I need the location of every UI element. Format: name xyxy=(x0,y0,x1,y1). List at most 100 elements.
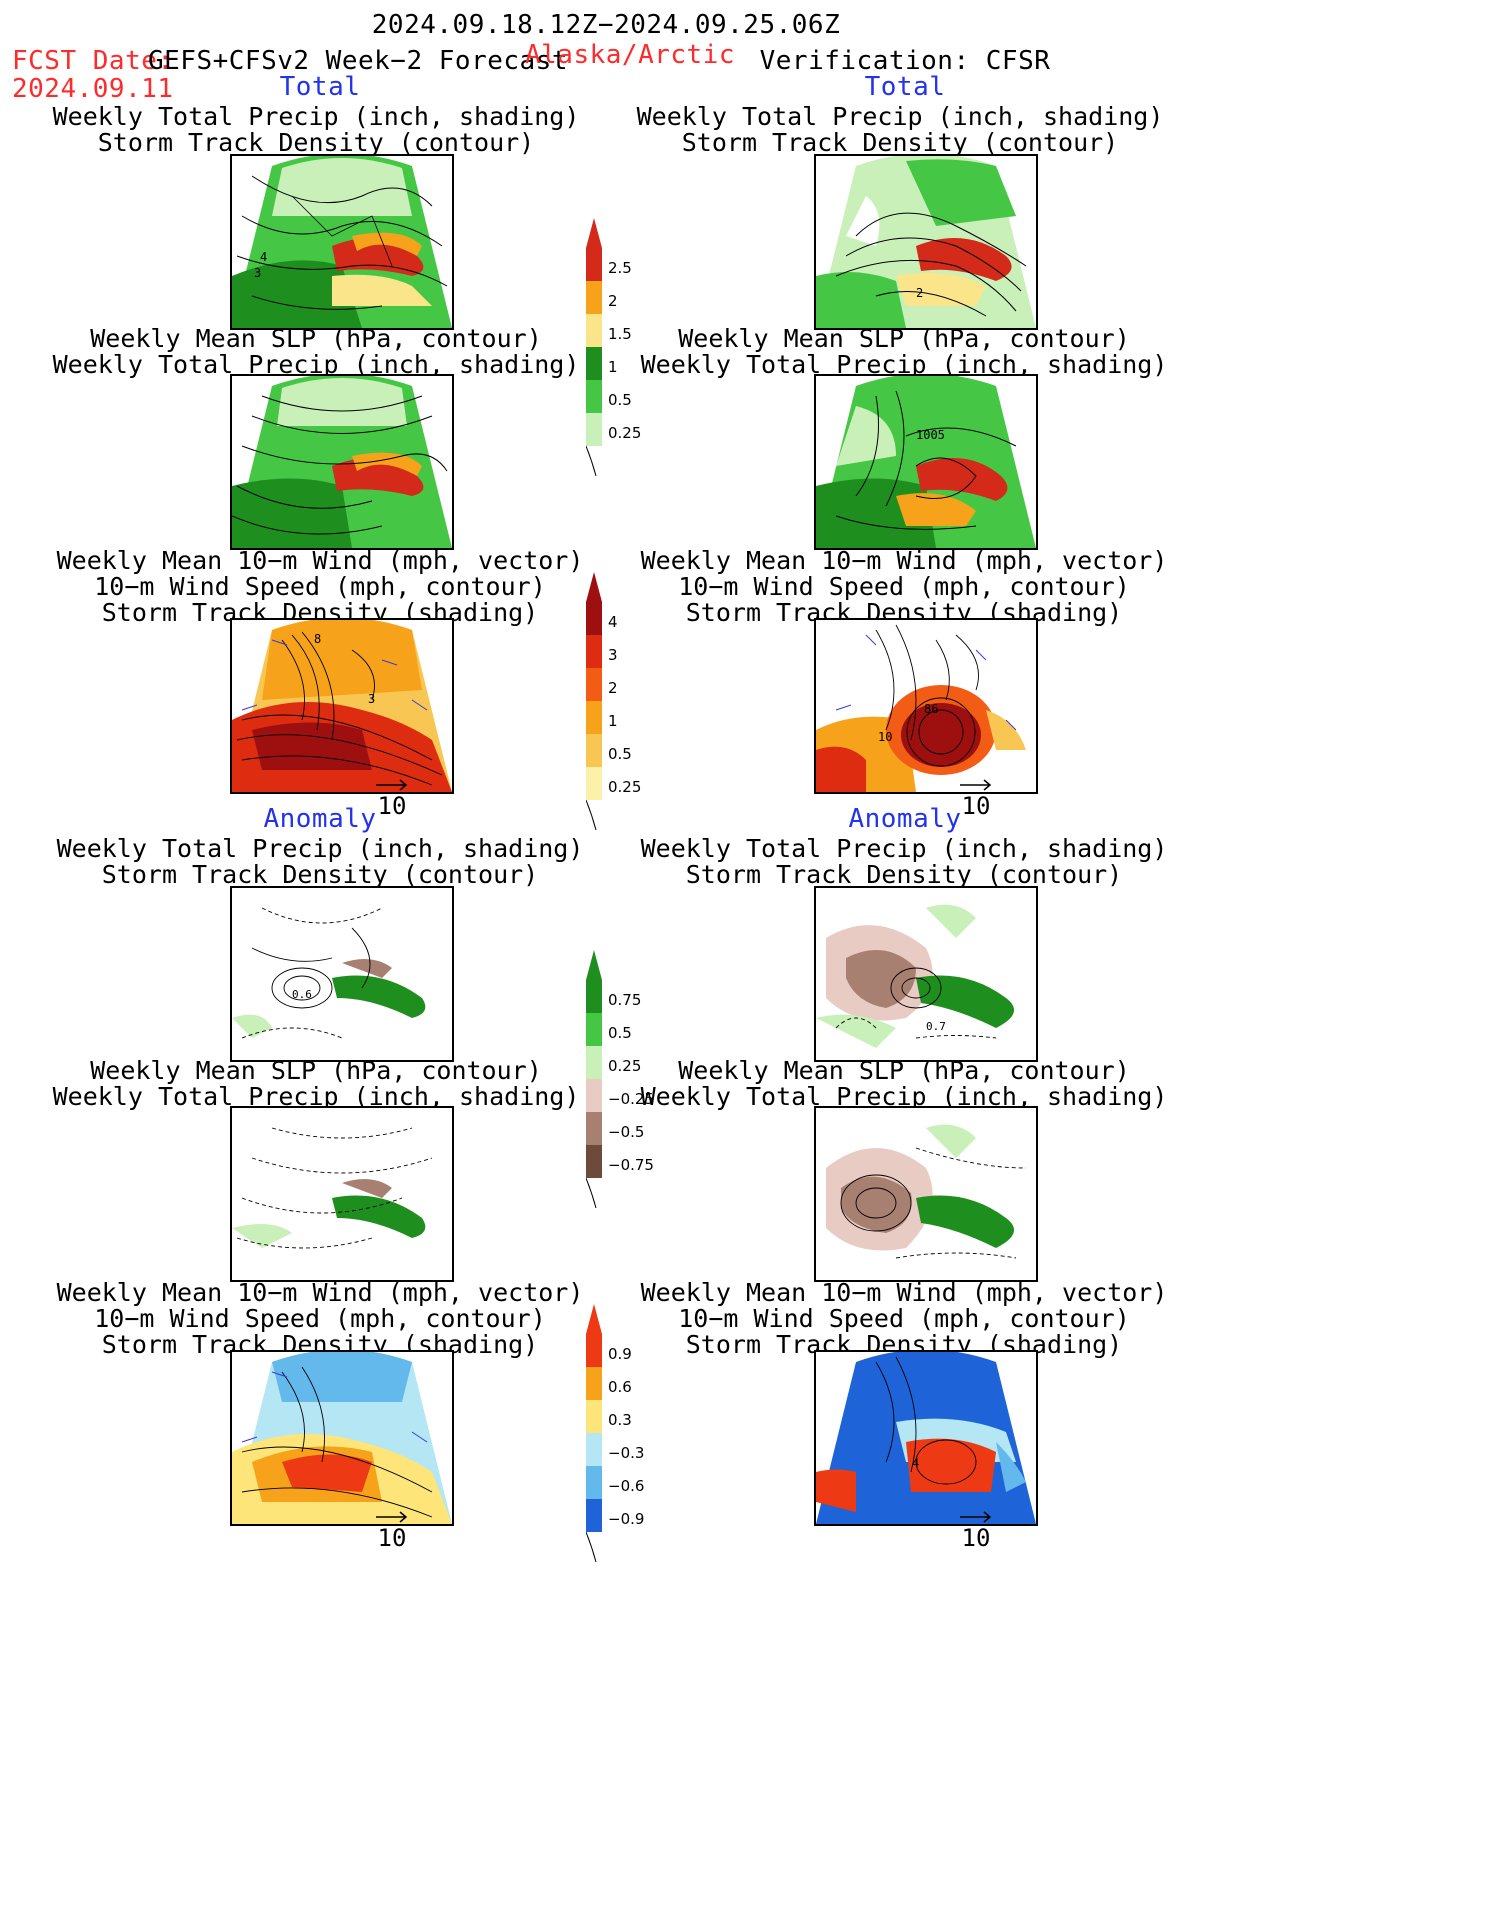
colorbar-label: 0.25 xyxy=(608,777,642,796)
map-anomaly-precip-track-verification: 0.7 xyxy=(814,886,1038,1062)
colorbar-label: 0.5 xyxy=(608,390,632,409)
contour-label: 3 xyxy=(254,266,262,280)
contour-label: 10 xyxy=(878,730,893,744)
contour-label: 4 xyxy=(260,250,268,264)
colorbar-swatch xyxy=(586,1112,602,1145)
contour-label: 4 xyxy=(912,1456,920,1470)
panel-title-wind-track: Weekly Mean 10−m Wind (mph, vector) 10−m… xyxy=(640,546,1168,627)
colorbar-label: 0.9 xyxy=(608,1344,632,1363)
colorbar-swatch xyxy=(586,635,602,668)
map-total-precip-track-verification: 2 xyxy=(814,154,1038,330)
contour-label: 8 xyxy=(314,632,322,646)
colorbar-swatch xyxy=(586,980,602,1013)
colorbar-top-extension xyxy=(586,218,602,248)
section-anomaly-left: Anomaly xyxy=(263,804,377,834)
map-anomaly-slp-precip-forecast xyxy=(230,1106,454,1282)
colorbar-bottom-extension xyxy=(586,1177,597,1208)
panel-title-wind-track: Weekly Mean 10−m Wind (mph, vector) 10−m… xyxy=(56,1278,584,1359)
section-total-left: Total xyxy=(279,72,361,102)
section-anomaly-right: Anomaly xyxy=(848,804,962,834)
colorbar-swatch xyxy=(586,380,602,413)
vector-reference-left-anomaly: 10 xyxy=(372,1510,412,1552)
panel-title-slp-precip: Weekly Mean SLP (hPa, contour) Weekly To… xyxy=(640,1056,1168,1111)
colorbar-swatch xyxy=(586,1079,602,1112)
panel-title-slp-precip: Weekly Mean SLP (hPa, contour) Weekly To… xyxy=(52,324,580,379)
colorbar-label: −0.9 xyxy=(608,1509,645,1528)
colorbar-label: 1.5 xyxy=(608,324,632,343)
map-anomaly-slp-precip-verification xyxy=(814,1106,1038,1282)
colorbar-label: −0.25 xyxy=(608,1089,654,1108)
contour-label: 3 xyxy=(368,692,376,706)
colorbar-swatch xyxy=(586,248,602,281)
colorbar-swatch xyxy=(586,734,602,767)
colorbar-swatch xyxy=(586,1433,602,1466)
colorbar-label: 4 xyxy=(608,612,618,631)
panel-title-precip-track: Weekly Total Precip (inch, shading) Stor… xyxy=(52,102,580,157)
colorbar-swatch xyxy=(586,314,602,347)
panel-title-precip-track: Weekly Total Precip (inch, shading) Stor… xyxy=(636,102,1164,157)
colorbar-label: 0.3 xyxy=(608,1410,632,1429)
panel-title-slp-precip: Weekly Mean SLP (hPa, contour) Weekly To… xyxy=(640,324,1168,379)
colorbar-swatch xyxy=(586,1145,602,1178)
contour-label: 0.6 xyxy=(292,988,312,1001)
colorbar-track-total: 4 3 2 1 0.5 0.25 xyxy=(586,572,676,830)
colorbar-bottom-extension xyxy=(586,1531,597,1562)
verification-label: Verification: CFSR xyxy=(759,46,1051,76)
colorbar-swatch xyxy=(586,347,602,380)
model-label: GEFS+CFSv2 Week−2 Forecast xyxy=(148,46,568,76)
map-total-slp-precip-forecast xyxy=(230,374,454,550)
colorbar-swatch xyxy=(586,413,602,446)
vector-reference-right-anomaly: 10 xyxy=(956,1510,996,1552)
colorbar-swatch xyxy=(586,668,602,701)
colorbar-swatch xyxy=(586,1046,602,1079)
colorbar-swatch xyxy=(586,767,602,800)
colorbar-bottom-extension xyxy=(586,799,597,830)
colorbar-label: −0.75 xyxy=(608,1155,654,1174)
colorbar-label: 2.5 xyxy=(608,258,632,277)
colorbar-label: 2 xyxy=(608,678,618,697)
colorbar-precip-total: 2.5 2 1.5 1 0.5 0.25 xyxy=(586,218,676,476)
colorbar-swatch xyxy=(586,1499,602,1532)
map-total-precip-track-forecast: 4 3 xyxy=(230,154,454,330)
contour-label: 2 xyxy=(916,286,924,300)
vector-reference-right: 10 xyxy=(956,778,996,820)
panel-title-precip-track: Weekly Total Precip (inch, shading) Stor… xyxy=(640,834,1168,889)
map-total-wind-track-forecast: 8 3 xyxy=(230,618,454,794)
colorbar-swatch xyxy=(586,281,602,314)
colorbar-top-extension xyxy=(586,950,602,980)
colorbar-label: −0.6 xyxy=(608,1476,645,1495)
date-range-title: 2024.09.18.12Z−2024.09.25.06Z xyxy=(371,10,841,40)
map-total-wind-track-verification: 86 10 xyxy=(814,618,1038,794)
region-label: Alaska/Arctic xyxy=(525,40,735,70)
map-anomaly-wind-track-verification: 4 xyxy=(814,1350,1038,1526)
contour-label: 86 xyxy=(924,702,939,716)
fcst-date-value: 2024.09.11 xyxy=(12,74,174,104)
colorbar-label: −0.3 xyxy=(608,1443,645,1462)
colorbar-label: 0.75 xyxy=(608,990,642,1009)
colorbar-label: 0.5 xyxy=(608,744,632,763)
map-anomaly-precip-track-forecast: 0.6 xyxy=(230,886,454,1062)
colorbar-label: 0.5 xyxy=(608,1023,632,1042)
colorbar-swatches xyxy=(586,950,602,1208)
section-total-right: Total xyxy=(864,72,946,102)
colorbar-label: 0.25 xyxy=(608,423,642,442)
colorbar-swatches xyxy=(586,572,602,830)
colorbar-track-anomaly: 0.9 0.6 0.3 −0.3 −0.6 −0.9 xyxy=(586,1304,676,1562)
colorbar-label: 2 xyxy=(608,291,618,310)
map-anomaly-wind-track-forecast xyxy=(230,1350,454,1526)
colorbar-label: 3 xyxy=(608,645,618,664)
panel-title-precip-track: Weekly Total Precip (inch, shading) Stor… xyxy=(56,834,584,889)
fcst-date-label: FCST Date: xyxy=(12,46,174,76)
colorbar-label: 1 xyxy=(608,711,618,730)
map-total-slp-precip-verification: 1005 xyxy=(814,374,1038,550)
colorbar-swatches xyxy=(586,218,602,476)
colorbar-precip-anomaly: 0.75 0.5 0.25 −0.25 −0.5 −0.75 xyxy=(586,950,676,1208)
colorbar-swatch xyxy=(586,701,602,734)
colorbar-swatch xyxy=(586,1013,602,1046)
contour-label: 0.7 xyxy=(926,1020,946,1033)
colorbar-swatch xyxy=(586,1334,602,1367)
vector-reference-left: 10 xyxy=(372,778,412,820)
colorbar-swatch xyxy=(586,1400,602,1433)
colorbar-label: 0.25 xyxy=(608,1056,642,1075)
colorbar-swatch xyxy=(586,1466,602,1499)
